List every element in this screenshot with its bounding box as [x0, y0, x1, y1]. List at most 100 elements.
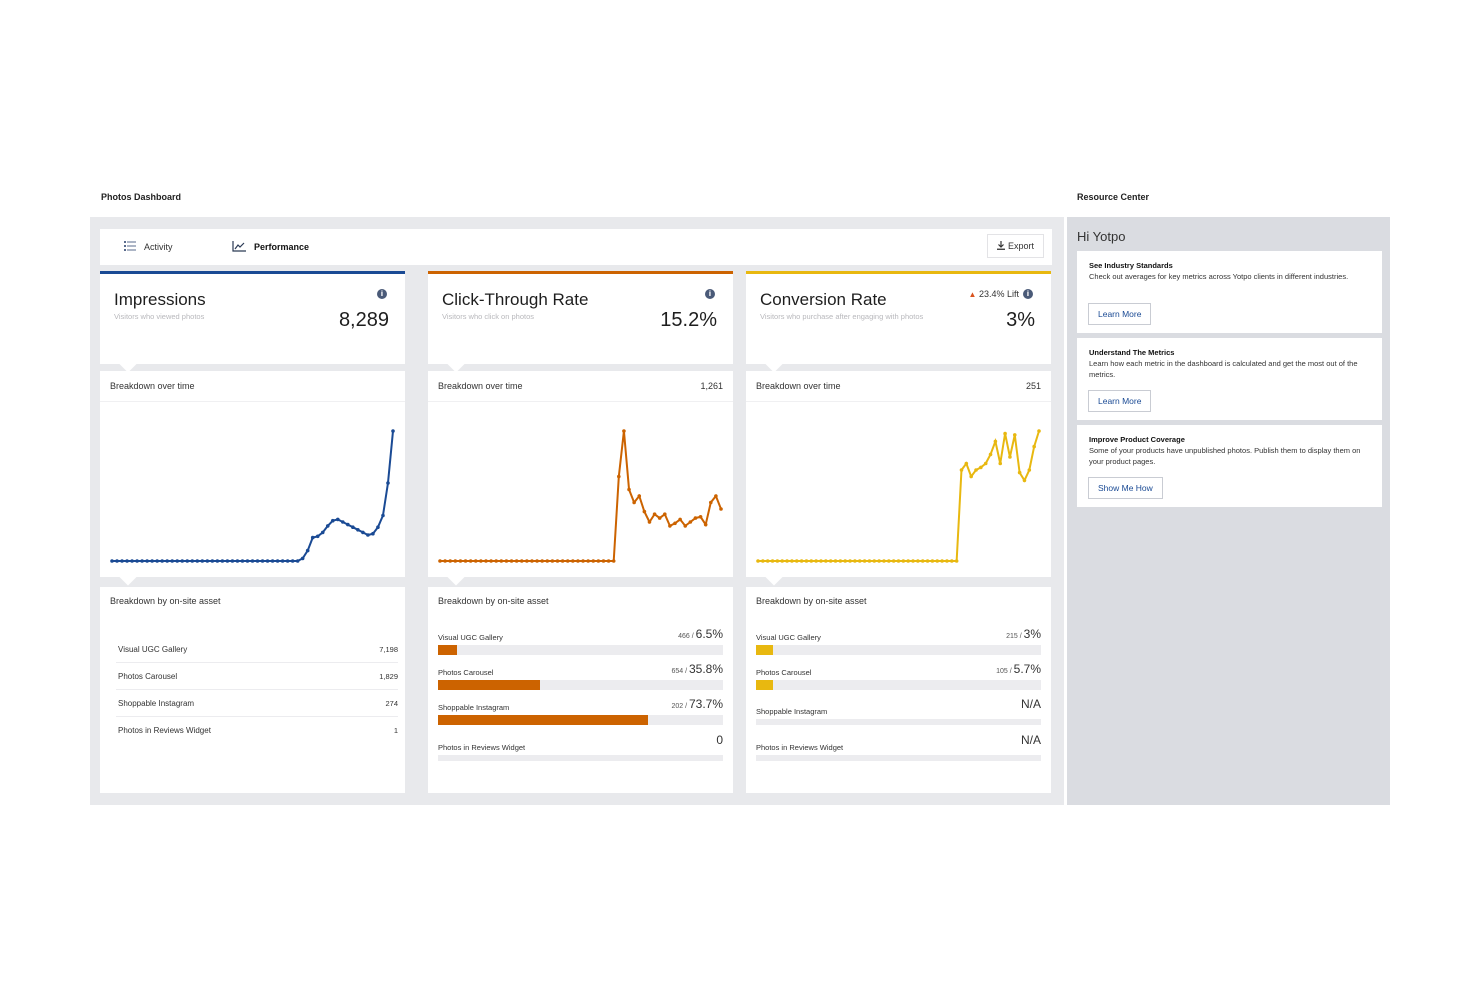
trend-point: [180, 559, 185, 563]
trend-point: [540, 559, 544, 563]
metric-title: Conversion Rate: [760, 290, 887, 309]
asset-value: 1: [393, 726, 398, 735]
trend-point: [489, 559, 493, 563]
asset-bar-row: Photos Carousel 654 / 35.8%: [438, 660, 723, 694]
metric-value: 3%: [1006, 309, 1035, 331]
asset-value: 274: [385, 699, 398, 708]
info-icon[interactable]: i: [377, 289, 387, 299]
trend-point: [857, 559, 862, 563]
trend-point: [453, 559, 458, 563]
trend-point: [351, 525, 355, 529]
asset-count: 202: [671, 703, 684, 710]
tab-activity-label: Activity: [144, 242, 173, 252]
trend-point: [775, 559, 780, 563]
trend-point: [969, 474, 973, 479]
trend-point: [794, 559, 799, 563]
impressions-asset-card: Breakdown by on-site asset Visual UGC Ga…: [100, 587, 405, 793]
trend-point: [443, 559, 447, 563]
info-icon[interactable]: i: [705, 289, 715, 299]
trend-point: [265, 559, 270, 563]
asset-percent: 3%: [1023, 627, 1041, 641]
trend-point: [535, 559, 539, 563]
trend-point: [336, 517, 340, 522]
trend-point: [391, 429, 395, 433]
ctr-chart-card: Breakdown over time 1,261: [428, 371, 733, 586]
trend-point: [555, 559, 560, 563]
ctr-asset-card: Breakdown by on-site asset Visual UGC Ga…: [428, 587, 733, 793]
trend-point: [280, 559, 285, 563]
trend-point: [240, 559, 245, 563]
trend-point: [479, 559, 483, 563]
trend-point: [954, 559, 959, 563]
download-icon: [996, 240, 1005, 252]
resource-card-text: Some of your products have unpublished p…: [1089, 446, 1361, 466]
trend-point: [877, 559, 881, 563]
trend-point: [250, 559, 255, 563]
trend-point: [225, 559, 230, 563]
chart-title: Breakdown over time: [110, 381, 195, 391]
trend-point: [814, 559, 818, 563]
trend-point: [275, 559, 280, 563]
asset-label: Photos Carousel: [756, 668, 812, 677]
trend-point: [195, 559, 200, 563]
asset-count: 215: [1006, 633, 1018, 640]
trend-point: [356, 528, 360, 532]
learn-more-button[interactable]: Learn More: [1088, 390, 1152, 412]
trend-point: [611, 559, 616, 563]
ctr-trend-chart: [438, 429, 723, 563]
trend-point: [838, 559, 843, 563]
trend-point: [591, 559, 596, 563]
asset-label: Shoppable Instagram: [118, 699, 195, 708]
trend-point: [330, 518, 335, 523]
trend-point: [940, 559, 944, 563]
asset-bar-fill: [438, 680, 541, 690]
asset-bar-row: Photos in Reviews Widget N/A: [756, 731, 1041, 765]
resource-card-product-coverage: Improve Product Coverage Some of your pr…: [1077, 425, 1382, 507]
tab-performance[interactable]: Performance: [223, 229, 324, 274]
lift-badge: ▲ 23.4% Lift: [969, 289, 1019, 299]
trend-point: [945, 559, 949, 563]
trend-point: [688, 520, 693, 524]
dashboard-title: Photos Dashboard: [101, 192, 182, 202]
trend-point: [130, 559, 134, 563]
trend-point: [1022, 478, 1027, 483]
trend-point: [657, 516, 662, 520]
show-me-how-button[interactable]: Show Me How: [1088, 477, 1163, 499]
asset-row: Visual UGC Gallery 7,198: [116, 636, 398, 663]
metric-value: 8,289: [338, 309, 389, 331]
trend-point: [290, 559, 295, 563]
trend-point: [115, 559, 119, 563]
export-label: Export: [1007, 241, 1034, 251]
asset-value: 1,829: [379, 672, 398, 681]
trend-point: [550, 559, 555, 563]
resource-center-title: Resource Center: [1077, 192, 1150, 202]
trend-point: [833, 559, 838, 563]
trend-point: [484, 559, 488, 563]
trend-point: [622, 429, 626, 433]
resource-center-panel: Hi Yotpo See Industry Standards Check ou…: [1067, 217, 1390, 805]
trend-point: [1037, 429, 1041, 433]
export-button[interactable]: Export: [986, 234, 1044, 258]
trend-point: [906, 559, 910, 563]
trend-point: [714, 494, 718, 498]
trend-point: [315, 534, 320, 539]
asset-row: Photos in Reviews Widget 1: [116, 717, 398, 744]
trend-point: [799, 559, 804, 563]
trend-point: [135, 559, 139, 563]
learn-more-button[interactable]: Learn More: [1088, 303, 1152, 325]
trend-point: [601, 559, 606, 563]
trend-point: [386, 481, 390, 485]
asset-label: Visual UGC Gallery: [756, 633, 821, 642]
trend-point: [964, 461, 969, 466]
impressions-chart-card: Breakdown over time: [100, 371, 405, 586]
asset-label: Photos in Reviews Widget: [438, 743, 526, 752]
trend-point: [1003, 431, 1007, 436]
info-icon[interactable]: i: [1023, 289, 1033, 299]
trend-point: [949, 559, 954, 563]
metric-subtitle: Visitors who purchase after engaging wit…: [760, 312, 924, 321]
asset-count: 466: [678, 633, 690, 640]
tab-activity[interactable]: Activity: [124, 229, 173, 265]
trend-point: [499, 559, 504, 563]
chart-title: Breakdown over time: [438, 381, 523, 391]
asset-label: Photos Carousel: [118, 672, 178, 681]
